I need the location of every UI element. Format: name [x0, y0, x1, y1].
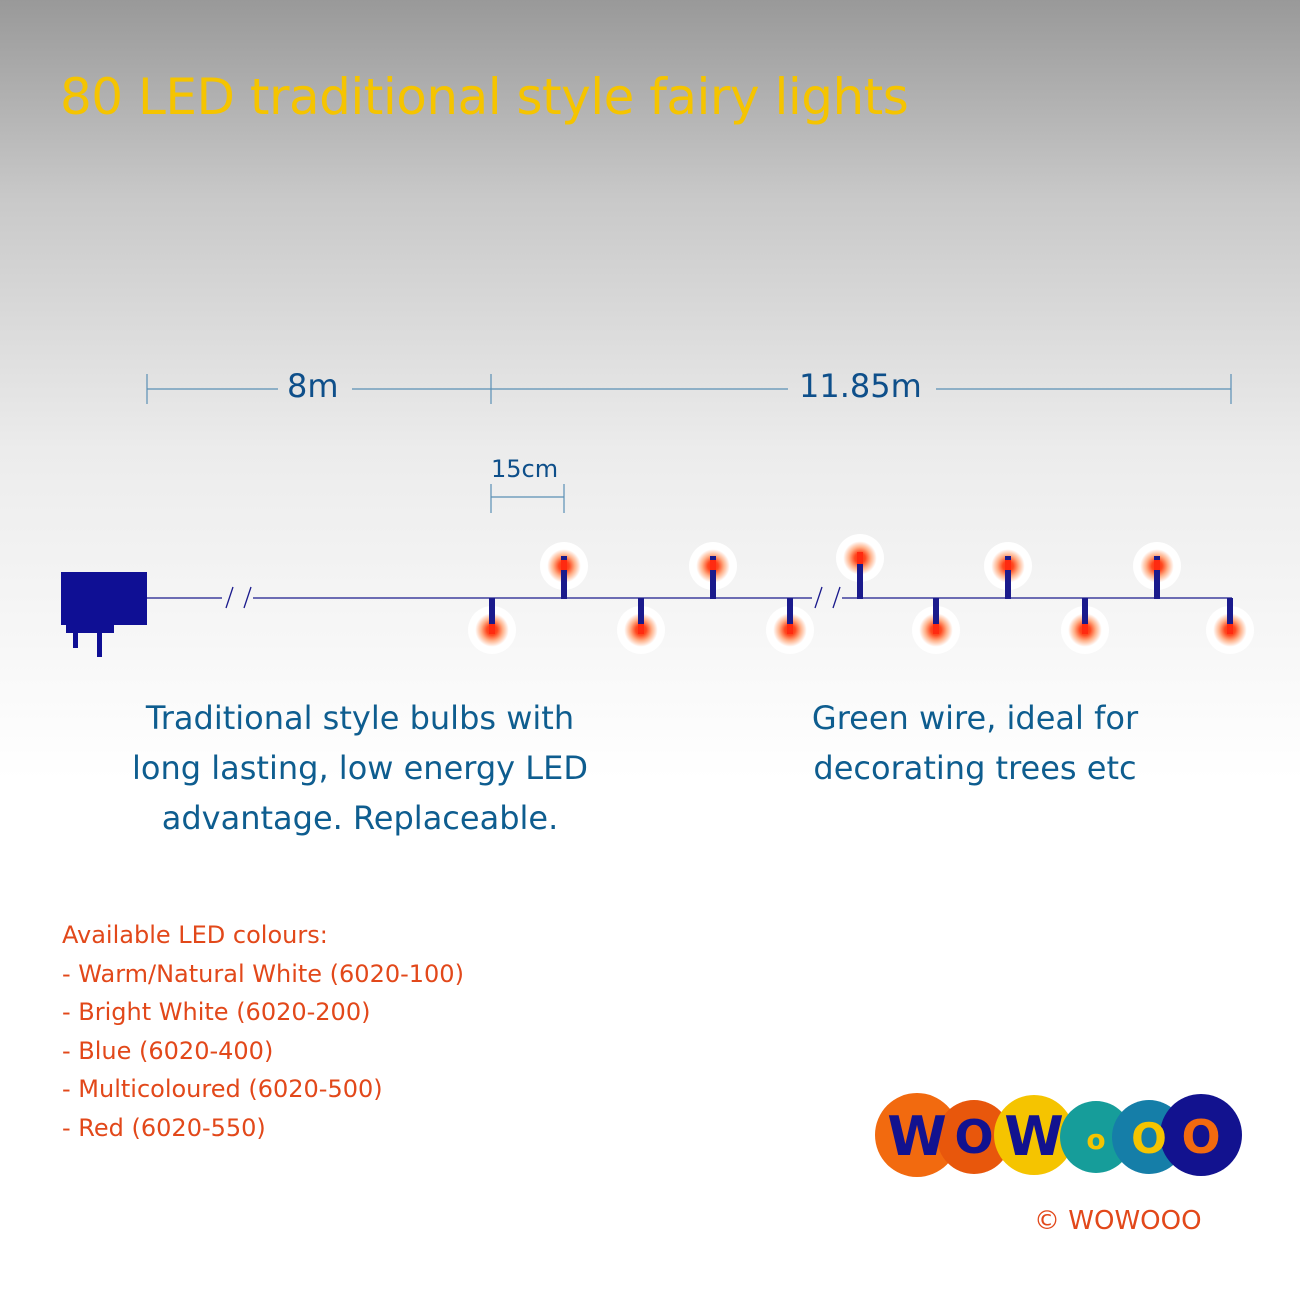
bulb-spacing-label: 15cm	[491, 455, 559, 483]
description-line: long lasting, low energy LED	[132, 749, 588, 787]
logo-letter: W	[1004, 1105, 1064, 1168]
logo-letter: o	[1086, 1123, 1105, 1156]
list-item: - Blue (6020-400)	[62, 1036, 274, 1065]
bulb-stem	[787, 598, 793, 634]
list-item: - Multicoloured (6020-500)	[62, 1075, 383, 1103]
bulb-stem	[1082, 598, 1088, 634]
right-description: Green wire, ideal for decorating trees e…	[735, 693, 1215, 793]
bulb-tips	[489, 552, 1233, 634]
power-adapter-icon	[61, 572, 147, 657]
colour-list-heading: Available LED colours:	[62, 921, 328, 949]
page-title: 80 LED traditional style fairy lights	[60, 68, 909, 126]
left-description: Traditional style bulbs with long lastin…	[80, 693, 640, 843]
break-marks	[225, 586, 841, 609]
bulb-stem	[857, 552, 863, 599]
description-line: decorating trees etc	[813, 749, 1137, 787]
bulb-tip	[1227, 624, 1233, 634]
bulb-tip	[1154, 560, 1160, 570]
dimension-lines	[146, 374, 1232, 513]
bulb-tip	[1005, 560, 1011, 570]
adapter-pin	[73, 630, 78, 648]
logo-letter: O	[1181, 1110, 1220, 1164]
bulb-stem	[1227, 598, 1233, 634]
bulb-stem	[638, 598, 644, 634]
adapter-base	[66, 625, 114, 633]
bulb-glows	[468, 534, 1254, 654]
bulb-tip	[857, 552, 863, 564]
copyright: © WOWOOO	[1034, 1206, 1202, 1236]
bulb-stem	[710, 556, 716, 599]
bulb-stem	[1005, 556, 1011, 599]
adapter-pin	[97, 630, 102, 657]
bulb-stem	[561, 556, 567, 599]
description-line: Green wire, ideal for	[811, 699, 1139, 737]
colour-list: Available LED colours: - Warm/Natural Wh…	[62, 916, 464, 1147]
bulb-stem	[933, 598, 939, 634]
bulb-tip	[1082, 624, 1088, 634]
bulb-stem	[489, 598, 495, 634]
bulb-tip	[787, 624, 793, 634]
bulb-stems	[489, 552, 1233, 634]
description-line: advantage. Replaceable.	[161, 799, 559, 837]
bulb-tip	[638, 624, 644, 634]
logo-letter: W	[887, 1105, 947, 1168]
bulb-stem	[1154, 556, 1160, 599]
description-line: Traditional style bulbs with	[145, 699, 575, 737]
lead-length-label: 8m	[287, 367, 339, 405]
logo-letter: O	[1131, 1114, 1167, 1163]
list-item: - Red (6020-550)	[62, 1113, 266, 1142]
bulb-tip	[489, 624, 495, 634]
adapter-body	[61, 572, 147, 625]
lit-length-label: 11.85m	[799, 367, 922, 405]
bulb-tip	[933, 624, 939, 634]
bulb-tip	[561, 560, 567, 570]
logo-letter: O	[954, 1110, 993, 1164]
wowooo-logo: W O W o O O	[875, 1093, 1242, 1177]
list-item: - Warm/Natural White (6020-100)	[62, 959, 464, 988]
list-item: - Bright White (6020-200)	[62, 998, 371, 1026]
bulb-tip	[710, 560, 716, 570]
